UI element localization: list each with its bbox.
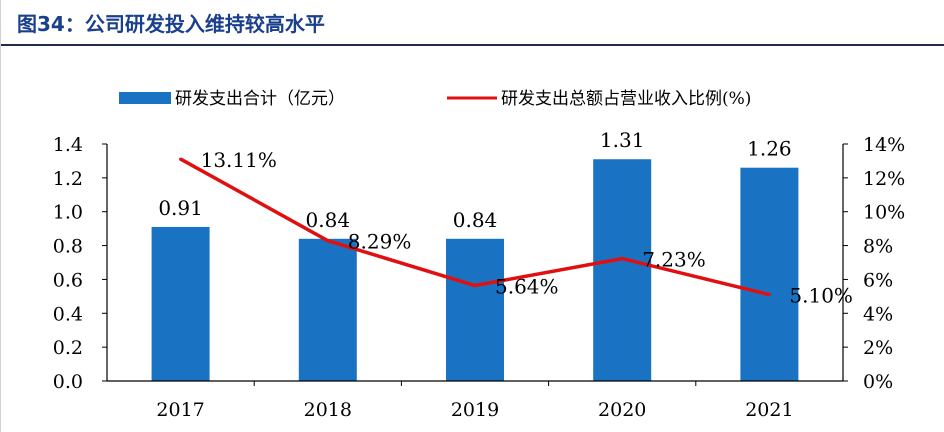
y-left-tick-label: 1.4 <box>53 134 83 156</box>
ratio-point-2019 <box>473 284 477 288</box>
legend-line-label: 研发支出总额占营业收入比例(%) <box>501 89 751 109</box>
ratio-point-2017 <box>179 157 183 161</box>
bar-2019 <box>446 238 504 381</box>
chart-title: 图34：公司研发投入维持较高水平 <box>17 12 325 36</box>
legend-bar-label: 研发支出合计（亿元） <box>175 89 345 109</box>
y-right-tick-label: 2% <box>863 337 893 359</box>
y-left-tick-label: 0.6 <box>53 269 83 291</box>
bar-label-2019: 0.84 <box>453 208 498 232</box>
bar-label-2020: 1.31 <box>600 128 645 152</box>
y-left-tick-label: 1.0 <box>53 202 83 224</box>
ratio-label-2018: 8.29% <box>348 230 412 254</box>
y-right-tick-label: 14% <box>863 134 905 156</box>
y-left-tick-label: 0.8 <box>53 236 83 258</box>
chart-header: 图34：公司研发投入维持较高水平 <box>1 0 944 46</box>
bar-2018 <box>298 238 357 381</box>
y-right-tick-label: 12% <box>863 168 905 190</box>
bar-label-2021: 1.26 <box>747 137 792 161</box>
x-tick-label-2019: 2019 <box>451 399 499 421</box>
y-right-tick-label: 6% <box>863 269 893 291</box>
bar-2021 <box>740 167 799 381</box>
ratio-label-2021: 5.10% <box>789 284 853 308</box>
x-tick-label-2018: 2018 <box>304 399 352 421</box>
ratio-label-2020: 7.23% <box>642 248 706 272</box>
y-right-tick-label: 8% <box>863 236 893 258</box>
ratio-label-2017: 13.11% <box>201 148 277 172</box>
y-right-tick-label: 0% <box>863 371 893 393</box>
y-right-tick-label: 4% <box>863 303 893 325</box>
x-tick-label-2017: 2017 <box>156 399 204 421</box>
ratio-point-2020 <box>620 257 624 261</box>
ratio-point-2018 <box>326 239 330 243</box>
bar-2020 <box>593 159 652 381</box>
y-left-tick-label: 1.2 <box>53 168 83 190</box>
y-right-tick-label: 10% <box>863 202 905 224</box>
y-left-tick-label: 0.0 <box>53 371 83 393</box>
bar-2017 <box>151 226 210 381</box>
y-left-tick-label: 0.4 <box>53 303 83 325</box>
ratio-label-2019: 5.64% <box>495 275 559 299</box>
legend-bar-swatch <box>119 92 171 104</box>
y-left-tick-label: 0.2 <box>53 337 83 359</box>
x-tick-label-2021: 2021 <box>745 399 793 421</box>
ratio-point-2021 <box>767 293 771 297</box>
bar-label-2018: 0.84 <box>306 208 351 232</box>
bar-label-2017: 0.91 <box>158 196 203 220</box>
x-tick-label-2020: 2020 <box>598 399 646 421</box>
